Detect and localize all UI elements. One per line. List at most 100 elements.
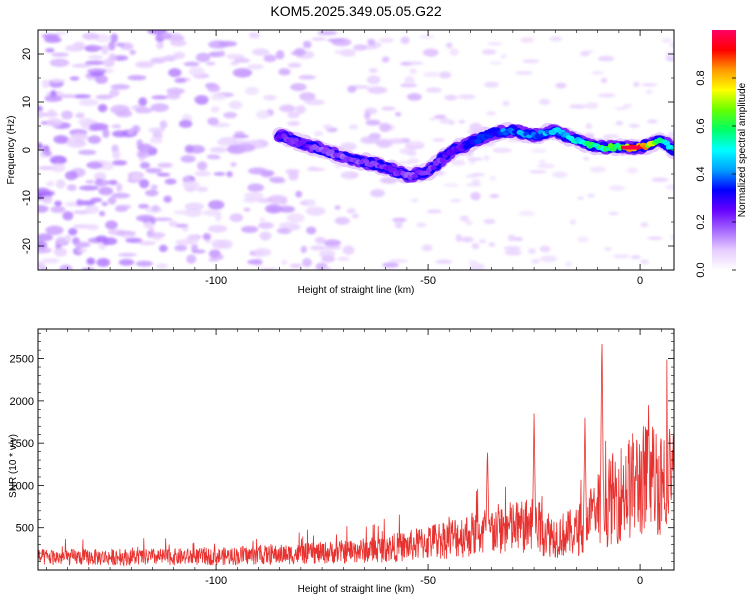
spectrogram-noise-cell bbox=[85, 224, 100, 231]
spectrogram-noise-cell bbox=[299, 200, 308, 206]
spectrogram-noise-cell bbox=[78, 98, 99, 107]
spectrogram-noise-cell bbox=[153, 217, 173, 222]
spectrogram-noise-cell bbox=[323, 245, 342, 250]
spectrogram-noise-cell bbox=[597, 55, 615, 62]
spectrogram-noise-cell bbox=[565, 261, 573, 268]
spectrogram-noise-cell bbox=[169, 39, 187, 47]
spectrogram-noise-cell bbox=[287, 111, 300, 119]
spectrogram-noise-cell bbox=[488, 242, 496, 247]
spectrogram-noise-cell bbox=[112, 150, 121, 160]
spectrogram-noise-cell bbox=[609, 185, 626, 192]
spectrogram-noise-cell bbox=[518, 210, 536, 217]
spectrogram-y-tick-label: -10 bbox=[21, 190, 33, 206]
spectrogram-noise-cell bbox=[507, 234, 516, 242]
spectrogram-noise-cell bbox=[106, 180, 118, 185]
spectrogram-noise-cell bbox=[314, 236, 326, 244]
spectrogram-noise-cell bbox=[89, 71, 105, 77]
colorbar-tick-label: 0.6 bbox=[695, 118, 707, 133]
spectrogram-noise-cell bbox=[51, 163, 66, 173]
snr-y-tick-label: 2000 bbox=[10, 396, 34, 408]
spectrogram-noise-cell bbox=[86, 161, 103, 169]
spectrogram-noise-cell bbox=[259, 217, 266, 222]
spectrogram-noise-cell bbox=[135, 107, 153, 114]
spectrogram-noise-cell bbox=[340, 171, 359, 180]
spectrogram-noise-cell bbox=[41, 79, 51, 89]
spectrogram-noise-cell bbox=[108, 41, 116, 51]
spectrogram-y-ticks: -20 -10 0 10 20 bbox=[21, 29, 674, 271]
spectrogram-noise-cell bbox=[105, 220, 118, 230]
spectrogram-noise-cell bbox=[470, 191, 481, 201]
spectrogram-noise-cell bbox=[253, 247, 272, 257]
spectrogram-noise-cell bbox=[168, 220, 179, 227]
spectrogram-noise-cell bbox=[520, 37, 535, 43]
spectrogram-noise-cell bbox=[483, 155, 490, 161]
spectrogram-x-ticks: -100 -50 0 bbox=[46, 30, 662, 287]
colorbar-tick-label: 0.0 bbox=[695, 262, 707, 277]
spectrogram-noise-cell bbox=[327, 38, 346, 43]
colorbar: 0.0 0.2 0.4 0.6 0.8 Normalized spectral ampl… bbox=[695, 30, 748, 278]
spectrogram-noise-cell bbox=[281, 260, 288, 265]
spectrogram-noise-cell bbox=[513, 236, 523, 242]
spectrogram-noise-cell bbox=[175, 239, 194, 246]
spectrogram-noise-cell bbox=[529, 170, 547, 174]
spectrogram-noise-cell bbox=[218, 40, 238, 47]
spectrogram-noise-cell bbox=[614, 107, 628, 111]
spectrogram-noise-cell bbox=[206, 154, 220, 159]
spectrogram-noise-cell bbox=[410, 198, 419, 203]
spectrogram-noise-cell bbox=[244, 192, 264, 199]
snr-frame bbox=[37, 328, 675, 571]
snr-panel: -100 -50 0 500 1000 1500 2000 2500 Height of s… bbox=[8, 328, 675, 595]
spectrogram-noise-cell bbox=[45, 225, 64, 236]
spectrogram-noise-cell bbox=[484, 81, 499, 88]
spectrogram-noise-cell bbox=[236, 143, 256, 153]
spectrogram-noise-cell bbox=[287, 62, 302, 68]
spectrogram-noise-cell bbox=[309, 245, 326, 251]
spectrogram-noise-cell bbox=[230, 162, 237, 167]
spectrogram-noise-cell bbox=[602, 134, 619, 139]
spectrogram-noise-cell bbox=[53, 134, 69, 144]
spectrogram-noise-cell bbox=[538, 159, 546, 164]
spectrogram-noise-cell bbox=[146, 232, 166, 238]
spectrogram-noise-cell bbox=[640, 222, 649, 228]
spectrogram-noise-cell bbox=[408, 61, 424, 65]
snr-x-label: Height of straight line (km) bbox=[298, 584, 415, 595]
snr-x-ticks: -100 -50 0 bbox=[46, 329, 662, 587]
spectrogram-noise-cell bbox=[207, 224, 228, 233]
spectrogram-noise-cell bbox=[347, 85, 357, 93]
spectrogram-noise-cell bbox=[597, 93, 616, 98]
spectrogram-noise-cell bbox=[102, 128, 110, 138]
spectrogram-noise-cell bbox=[367, 38, 376, 46]
spectrogram-noise-cell bbox=[639, 258, 650, 265]
spectrogram-noise-cell bbox=[180, 155, 196, 163]
spectrogram-noise-cell bbox=[49, 155, 67, 165]
spectrogram-noise-cell bbox=[481, 49, 497, 55]
spectrogram-noise-cell bbox=[72, 94, 92, 99]
spectrogram-noise-cell bbox=[38, 142, 43, 150]
spectrogram-noise-cell bbox=[70, 132, 88, 142]
spectrogram-ridge bbox=[272, 122, 674, 184]
spectrogram-noise-cell bbox=[300, 245, 307, 254]
spectrogram-noise-cell bbox=[151, 204, 160, 212]
spectrogram-noise-cell bbox=[38, 247, 52, 254]
spectrogram-noise-cell bbox=[288, 171, 299, 181]
spectrogram-noise-cell bbox=[322, 124, 333, 130]
spectrogram-noise-cell bbox=[471, 242, 480, 250]
spectrogram-noise-cell bbox=[160, 32, 172, 40]
spectrogram-noise-cell bbox=[90, 45, 103, 50]
spectrogram-noise-cell bbox=[46, 181, 55, 187]
spectrogram-noise-cell bbox=[182, 176, 190, 181]
spectrogram-noise-cell bbox=[61, 94, 76, 99]
spectrogram-noise-cell bbox=[665, 184, 674, 191]
spectrogram-noise-cell bbox=[196, 161, 208, 171]
snr-y-label: SNR (10 * v/v) bbox=[8, 434, 19, 498]
spectrogram-noise-cell bbox=[155, 263, 169, 269]
spectrogram-noise-cell bbox=[151, 95, 169, 100]
spectrogram-noise-cell bbox=[568, 104, 587, 109]
spectrogram-noise-cell bbox=[184, 207, 203, 218]
spectrogram-noise-cell bbox=[94, 179, 109, 187]
spectrogram-noise-cell bbox=[445, 42, 453, 49]
spectrogram-noise-cell bbox=[267, 194, 288, 204]
spectrogram-noise-cell bbox=[582, 50, 595, 54]
spectrogram-noise-cell bbox=[311, 36, 327, 42]
spectrogram-noise-cell bbox=[434, 114, 447, 120]
